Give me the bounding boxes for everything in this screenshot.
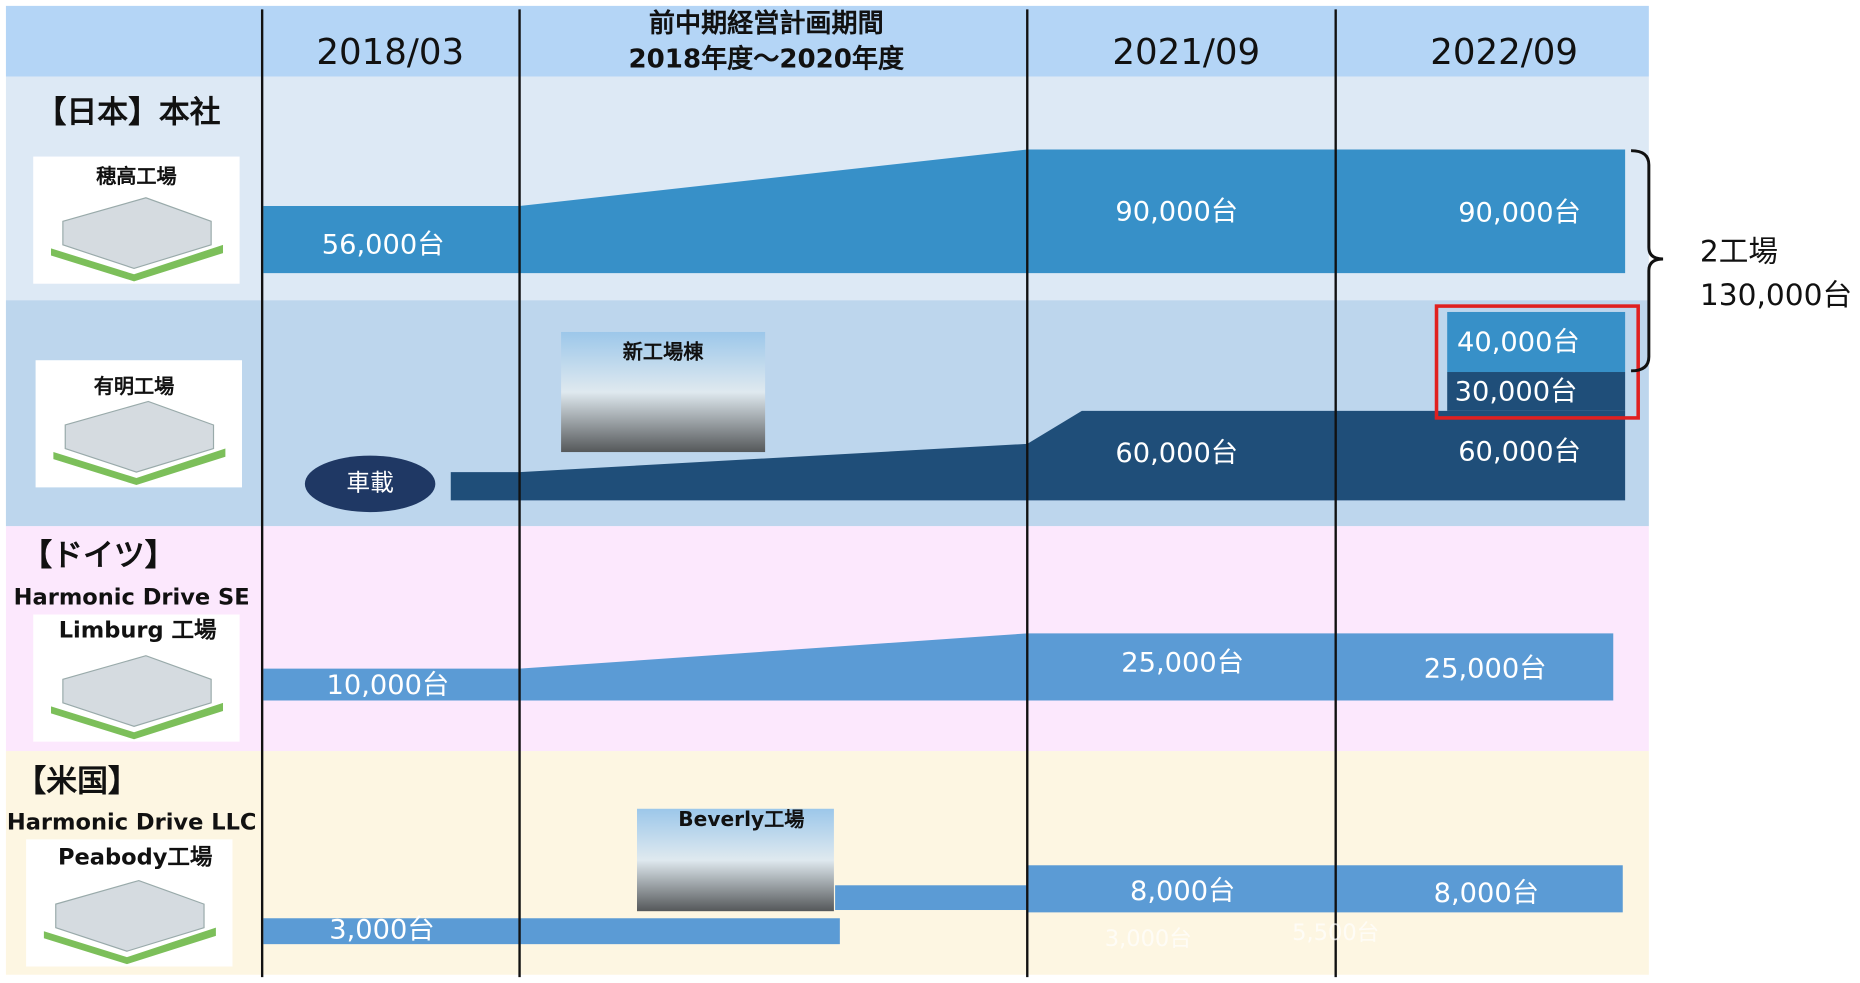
header: 前中期経営計画期間 xyxy=(649,8,884,39)
value: 60,000台 xyxy=(1458,437,1581,468)
beverly-image xyxy=(637,808,834,912)
header: 2018/03 xyxy=(316,32,464,73)
hotaka-flow xyxy=(263,149,1626,274)
value: 8,000台 xyxy=(1130,876,1235,907)
region: 【ドイツ】 xyxy=(21,537,175,573)
ariake-flow xyxy=(450,410,1626,501)
germany-flow xyxy=(263,633,1614,701)
faint-value: 3,000台 xyxy=(1105,926,1192,952)
ariake-add-b xyxy=(1447,372,1626,411)
value: 40,000台 xyxy=(1457,327,1580,358)
value: 30,000台 xyxy=(1455,377,1578,408)
region: 【米国】 xyxy=(15,763,138,799)
header-band xyxy=(5,5,1649,77)
new-building-image xyxy=(561,331,766,453)
segment: 車載 xyxy=(346,468,393,496)
segment-ellipse xyxy=(304,455,436,513)
value: 25,000台 xyxy=(1121,648,1244,679)
region: 【日本】本社 xyxy=(36,95,221,131)
header: 2018年度～2020年度 xyxy=(628,44,904,75)
dividers xyxy=(260,9,1337,978)
factory: 有明工場 xyxy=(94,374,175,398)
label: 新工場棟 xyxy=(623,340,705,364)
value: 10,000台 xyxy=(327,670,450,701)
value: 90,000台 xyxy=(1115,197,1238,228)
factory: 穂高工場 xyxy=(96,164,177,188)
usa-flow-c xyxy=(1027,865,1623,913)
total-value: 130,000台 xyxy=(1700,278,1852,312)
brace xyxy=(1631,149,1664,373)
usa-flow-a xyxy=(263,918,840,945)
faint-value: 5,500台 xyxy=(1292,920,1379,946)
ariake-add-a xyxy=(1447,311,1626,373)
value: 8,000台 xyxy=(1434,878,1539,909)
highlight-box xyxy=(1434,304,1640,420)
company: Harmonic Drive SE xyxy=(14,585,250,611)
value: 56,000台 xyxy=(322,230,445,261)
value: 90,000台 xyxy=(1458,198,1581,229)
total-label: 2工場 xyxy=(1700,235,1778,269)
header: 2021/09 xyxy=(1112,32,1260,73)
usa-flow-b xyxy=(835,885,1028,911)
header: 2022/09 xyxy=(1430,32,1578,73)
value: 3,000台 xyxy=(329,915,434,946)
value: 60,000台 xyxy=(1115,438,1238,469)
company: Harmonic Drive LLC xyxy=(7,809,257,835)
factory: Peabody工場 xyxy=(58,845,212,871)
value: 25,000台 xyxy=(1424,653,1547,684)
label: Beverly工場 xyxy=(678,807,804,831)
factory: Limburg 工場 xyxy=(59,618,217,644)
